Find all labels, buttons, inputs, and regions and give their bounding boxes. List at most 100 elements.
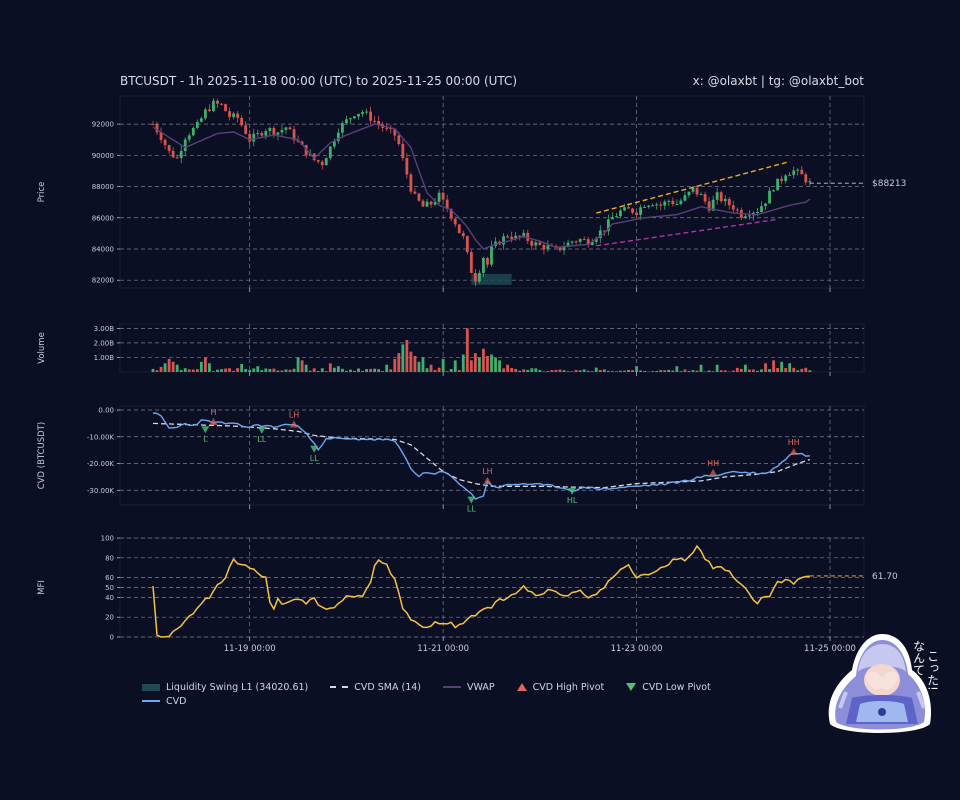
candle-body bbox=[772, 190, 775, 192]
candle-body bbox=[389, 128, 393, 130]
y-tick-label: 80 bbox=[105, 554, 114, 562]
candle-body bbox=[151, 124, 155, 126]
candle-body bbox=[349, 118, 352, 120]
volume-bar bbox=[167, 358, 171, 372]
volume-bar bbox=[437, 367, 441, 372]
candle-body bbox=[788, 174, 792, 176]
price-axis-label: Price bbox=[37, 182, 47, 203]
candle-body bbox=[627, 207, 630, 209]
volume-bar bbox=[397, 353, 401, 372]
volume-bar bbox=[796, 370, 800, 372]
dashed-line-swatch bbox=[330, 686, 349, 688]
candle-body bbox=[199, 118, 203, 122]
credit-text: x: @olaxbt | tg: @olaxbt_bot bbox=[692, 74, 864, 88]
volume-bar bbox=[627, 369, 630, 372]
candle-body bbox=[280, 129, 284, 133]
candle-body bbox=[183, 139, 187, 152]
volume-bar bbox=[300, 360, 304, 372]
candle-body bbox=[163, 139, 167, 146]
candle-body bbox=[768, 190, 771, 204]
volume-bar bbox=[393, 358, 397, 372]
volume-bar bbox=[179, 370, 183, 372]
volume-bar bbox=[212, 371, 215, 372]
volume-bar bbox=[353, 370, 356, 372]
candle-body bbox=[510, 236, 514, 240]
candle-body bbox=[610, 217, 614, 220]
legend-label: CVD SMA (14) bbox=[354, 681, 421, 693]
volume-bar bbox=[272, 368, 276, 372]
volume-bar bbox=[776, 367, 780, 372]
volume-bar bbox=[570, 371, 574, 372]
candle-body bbox=[723, 198, 727, 202]
volume-bar bbox=[490, 354, 493, 372]
candle-body bbox=[756, 211, 759, 213]
volume-bar bbox=[465, 328, 469, 372]
volume-bar bbox=[498, 360, 501, 372]
mfi-axis-label: MFI bbox=[37, 580, 47, 595]
candle-body bbox=[373, 120, 377, 122]
volume-bar bbox=[256, 366, 260, 372]
legend-label: Liquidity Swing L1 (34020.61) bbox=[166, 681, 309, 693]
y-tick-label: 82000 bbox=[92, 277, 114, 285]
volume-bar bbox=[244, 368, 248, 372]
candle-body bbox=[514, 235, 518, 240]
volume-bar bbox=[506, 364, 510, 372]
cvd-sma-line bbox=[152, 422, 811, 489]
volume-bar bbox=[482, 348, 485, 372]
volume-bar bbox=[345, 370, 348, 372]
candle-body bbox=[490, 245, 493, 265]
volume-bar bbox=[361, 370, 364, 372]
x-tick-label: 11-21 00:00 bbox=[417, 644, 469, 654]
cvd-high-pivot bbox=[290, 420, 299, 428]
candle-body bbox=[340, 123, 344, 133]
legend-item-high-pivot: CVD High Pivot bbox=[516, 682, 604, 693]
candle-body bbox=[546, 245, 550, 250]
candle-body bbox=[421, 200, 425, 207]
candle-body bbox=[320, 161, 324, 166]
cvd-pivot-label: LH bbox=[289, 410, 299, 419]
candle-body bbox=[606, 219, 610, 232]
candle-body bbox=[482, 257, 485, 273]
volume-bar bbox=[183, 368, 187, 372]
candle-body bbox=[377, 120, 381, 125]
candle-body bbox=[711, 199, 715, 211]
legend-item-cvd-sma: CVD SMA (14) bbox=[330, 682, 421, 693]
volume-bar bbox=[171, 361, 175, 372]
candle-body bbox=[449, 209, 453, 219]
candle-body bbox=[687, 191, 691, 196]
candle-body bbox=[191, 127, 195, 136]
line-swatch bbox=[142, 700, 160, 702]
volume-bar bbox=[478, 357, 481, 372]
volume-bar bbox=[155, 370, 159, 372]
volume-bar bbox=[526, 369, 530, 372]
cvd-pivot-label: LL bbox=[467, 505, 476, 514]
candle-body bbox=[582, 239, 586, 241]
candle-body bbox=[586, 239, 590, 246]
candle-body bbox=[731, 205, 735, 210]
volume-bar bbox=[292, 368, 296, 372]
cvd-pivot-label: LL bbox=[310, 454, 319, 463]
legend-item-cvd: CVD bbox=[142, 696, 186, 707]
volume-bar bbox=[312, 368, 316, 372]
candle-body bbox=[796, 169, 800, 171]
legend: Liquidity Swing L1 (34020.61) CVD SMA (1… bbox=[142, 680, 711, 708]
candle-body bbox=[284, 127, 288, 130]
candle-body bbox=[336, 132, 340, 142]
volume-bar bbox=[586, 370, 590, 372]
candle-body bbox=[401, 143, 405, 159]
candle-body bbox=[715, 192, 719, 200]
candle-body bbox=[469, 252, 473, 273]
candle-body bbox=[667, 200, 671, 202]
volume-bar bbox=[336, 366, 340, 372]
volume-bar bbox=[195, 369, 199, 372]
candle-body bbox=[264, 131, 268, 136]
cvd-pivot-label: H bbox=[210, 408, 216, 417]
volume-bar bbox=[619, 370, 622, 372]
y-tick-label: 50 bbox=[105, 584, 114, 592]
candle-body bbox=[288, 127, 292, 130]
volume-bar bbox=[381, 370, 385, 372]
candle-body bbox=[538, 242, 542, 245]
candle-body bbox=[187, 135, 191, 140]
candle-body bbox=[719, 192, 723, 202]
volume-bar bbox=[510, 368, 514, 372]
